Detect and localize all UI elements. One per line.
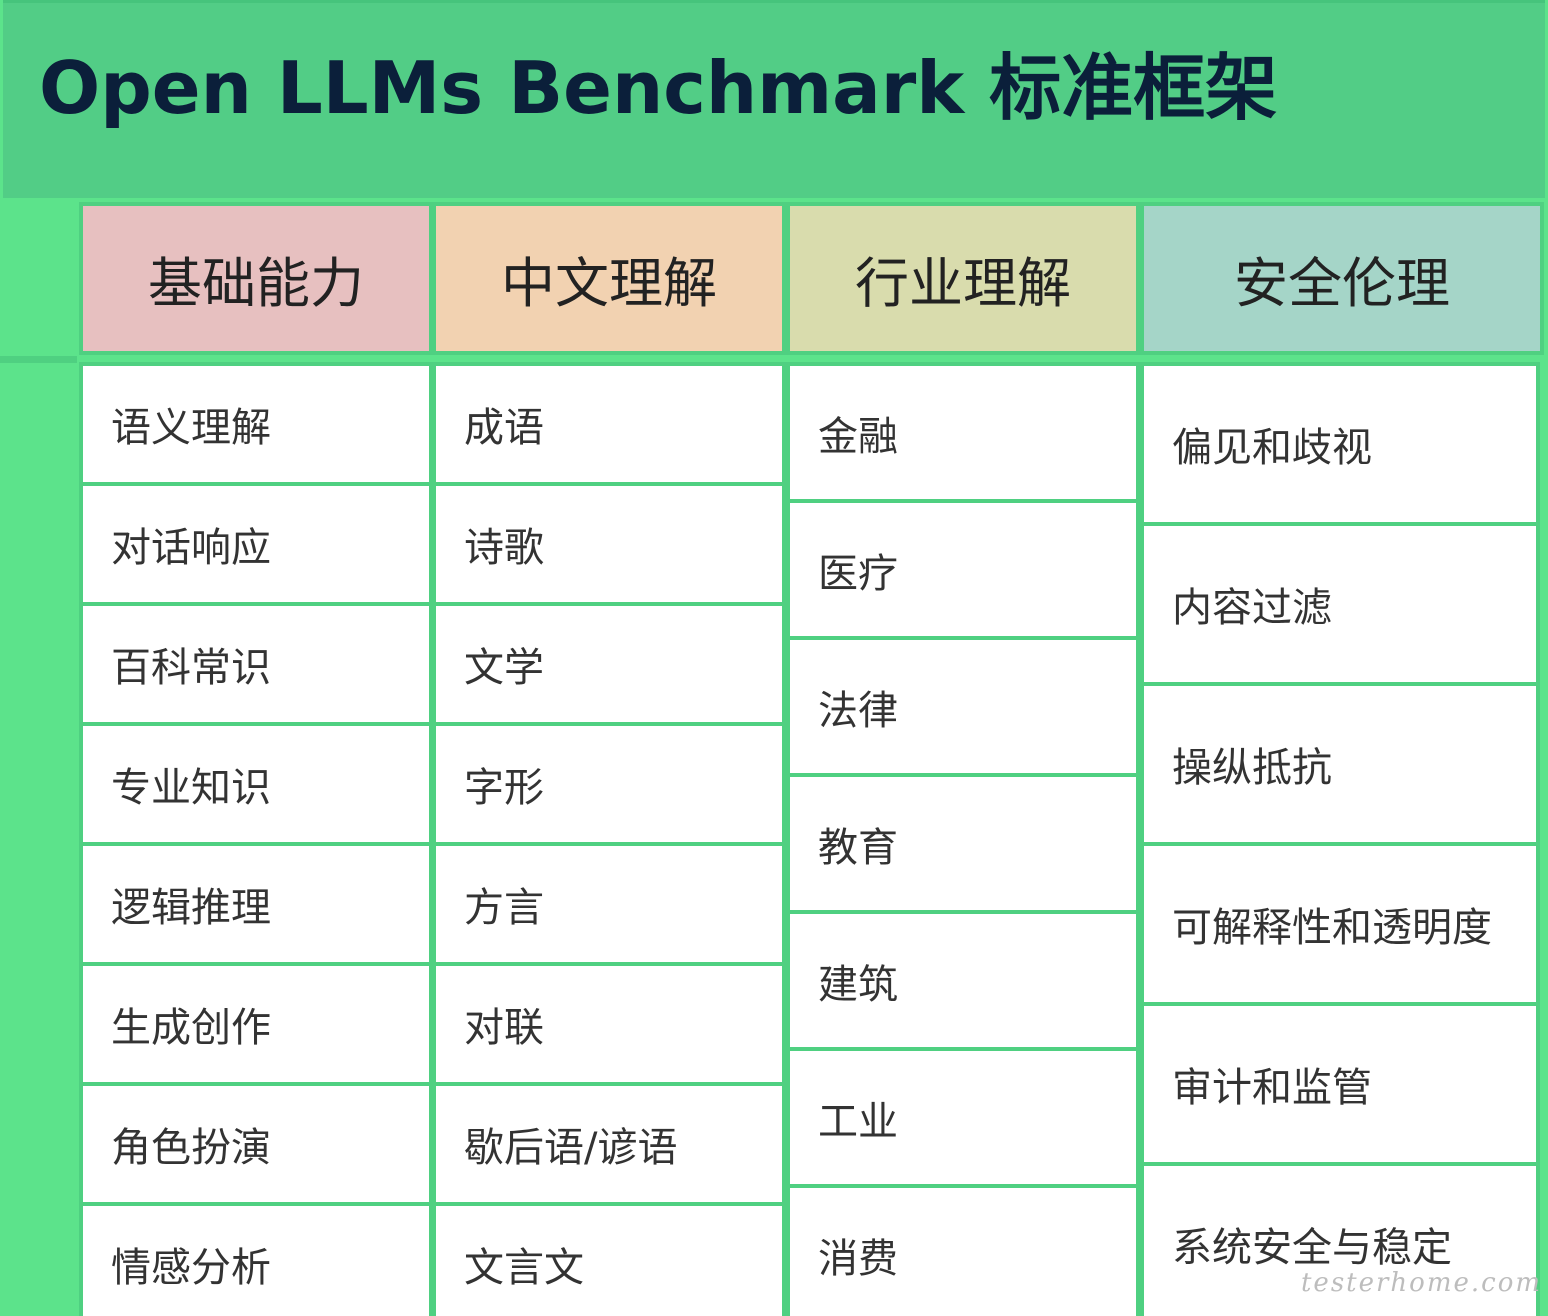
category-item: 专业知识 <box>79 722 433 846</box>
column-header: 安全伦理 <box>1140 202 1544 355</box>
category-item: 审计和监管 <box>1140 1002 1540 1166</box>
column-basic-capability: 基础能力 语义理解 对话响应 百科常识 专业知识 逻辑推理 生成创作 角色扮演 情感分析 <box>79 202 433 1316</box>
category-item: 语义理解 <box>79 362 433 486</box>
category-item: 消费 <box>786 1184 1140 1316</box>
category-item: 法律 <box>786 636 1140 777</box>
category-item: 对联 <box>432 962 786 1086</box>
category-item: 诗歌 <box>432 482 786 606</box>
category-item: 百科常识 <box>79 602 433 726</box>
category-item: 字形 <box>432 722 786 846</box>
title-bar: Open LLMs Benchmark 标准框架 <box>3 0 1545 198</box>
category-item: 生成创作 <box>79 962 433 1086</box>
category-item: 系统安全与稳定 <box>1140 1162 1540 1316</box>
category-item: 教育 <box>786 773 1140 914</box>
category-item: 成语 <box>432 362 786 486</box>
category-item: 文学 <box>432 602 786 726</box>
category-item: 医疗 <box>786 499 1140 640</box>
column-header: 行业理解 <box>786 202 1140 355</box>
watermark: testerhome.com <box>1300 1268 1542 1298</box>
category-item: 内容过滤 <box>1140 522 1540 686</box>
page-title: Open LLMs Benchmark 标准框架 <box>39 46 1278 130</box>
category-item: 歇后语/谚语 <box>432 1082 786 1206</box>
category-item: 工业 <box>786 1047 1140 1188</box>
category-item: 偏见和歧视 <box>1140 362 1540 526</box>
column-safety-ethics: 安全伦理 偏见和歧视 内容过滤 操纵抵抗 可解释性和透明度 审计和监管 系统安全与稳定 <box>1140 202 1544 1316</box>
column-chinese-understanding: 中文理解 成语 诗歌 文学 字形 方言 对联 歇后语/谚语 文言文 <box>432 202 786 1316</box>
category-item: 可解释性和透明度 <box>1140 842 1540 1006</box>
column-industry-understanding: 行业理解 金融 医疗 法律 教育 建筑 工业 消费 <box>786 202 1140 1316</box>
header-divider <box>0 356 77 363</box>
column-header: 基础能力 <box>79 202 433 355</box>
category-item: 逻辑推理 <box>79 842 433 966</box>
category-item: 情感分析 <box>79 1202 433 1316</box>
category-item: 对话响应 <box>79 482 433 606</box>
category-item: 角色扮演 <box>79 1082 433 1206</box>
column-header: 中文理解 <box>432 202 786 355</box>
category-item: 文言文 <box>432 1202 786 1316</box>
category-item: 金融 <box>786 362 1140 503</box>
category-item: 方言 <box>432 842 786 966</box>
category-item: 建筑 <box>786 910 1140 1051</box>
category-item: 操纵抵抗 <box>1140 682 1540 846</box>
left-margin-strip <box>3 202 77 1316</box>
